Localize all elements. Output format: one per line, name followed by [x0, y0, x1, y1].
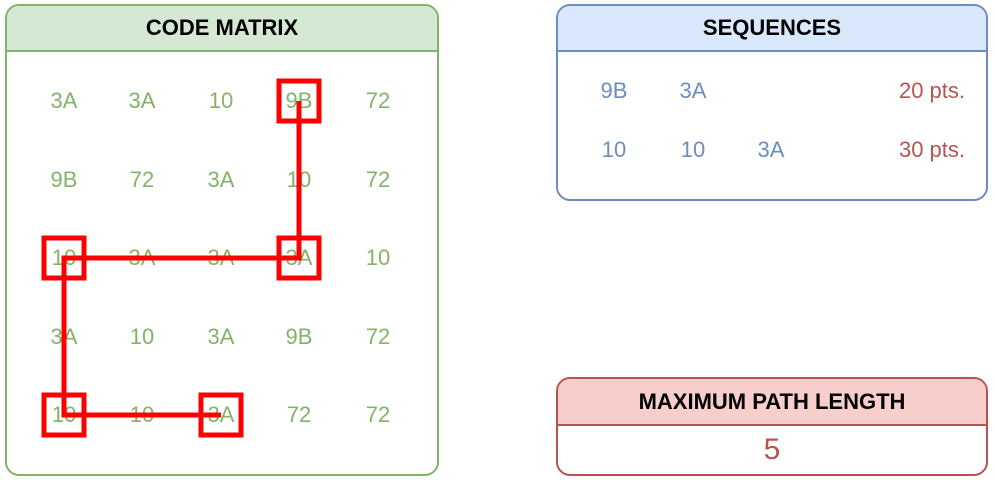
matrix-cell[interactable]: 10 — [286, 167, 312, 192]
matrix-cell[interactable]: 72 — [286, 402, 312, 427]
max-path-length-panel: MAXIMUM PATH LENGTH 5 — [556, 377, 988, 476]
sequence-code: 3A — [757, 137, 785, 162]
code-matrix-title: CODE MATRIX — [7, 6, 437, 52]
sequences-title: SEQUENCES — [558, 6, 986, 52]
matrix-cell[interactable]: 10 — [51, 402, 77, 427]
matrix-cell[interactable]: 72 — [365, 324, 391, 349]
sequence-code: 3A — [679, 78, 707, 103]
matrix-cell[interactable]: 9B — [285, 88, 313, 113]
sequences-panel: SEQUENCES — [556, 4, 988, 201]
max-path-length-value: 5 — [763, 433, 781, 466]
sequence-code: 10 — [601, 137, 627, 162]
matrix-cell[interactable]: 72 — [365, 167, 391, 192]
max-path-length-title: MAXIMUM PATH LENGTH — [558, 379, 986, 426]
matrix-cell[interactable]: 3A — [128, 88, 156, 113]
matrix-cell[interactable]: 3A — [207, 167, 235, 192]
matrix-cell[interactable]: 72 — [129, 167, 155, 192]
sequence-code: 10 — [680, 137, 706, 162]
sequence-code: 9B — [600, 78, 628, 103]
matrix-cell[interactable]: 9B — [50, 167, 78, 192]
matrix-cell[interactable]: 3A — [285, 245, 313, 270]
matrix-cell[interactable]: 3A — [128, 245, 156, 270]
matrix-cell[interactable]: 9B — [285, 324, 313, 349]
matrix-cell[interactable]: 3A — [50, 88, 78, 113]
matrix-cell[interactable]: 3A — [50, 324, 78, 349]
matrix-cell[interactable]: 10 — [365, 245, 391, 270]
matrix-cell[interactable]: 10 — [51, 245, 77, 270]
sequence-points: 30 pts. — [898, 137, 965, 162]
matrix-cell[interactable]: 3A — [207, 402, 235, 427]
matrix-cell[interactable]: 10 — [129, 402, 155, 427]
matrix-cell[interactable]: 3A — [207, 324, 235, 349]
matrix-cell[interactable]: 72 — [365, 402, 391, 427]
matrix-cell[interactable]: 10 — [208, 88, 234, 113]
matrix-cell[interactable]: 3A — [207, 245, 235, 270]
matrix-cell[interactable]: 10 — [129, 324, 155, 349]
matrix-cell[interactable]: 72 — [365, 88, 391, 113]
sequence-points: 20 pts. — [898, 78, 965, 103]
